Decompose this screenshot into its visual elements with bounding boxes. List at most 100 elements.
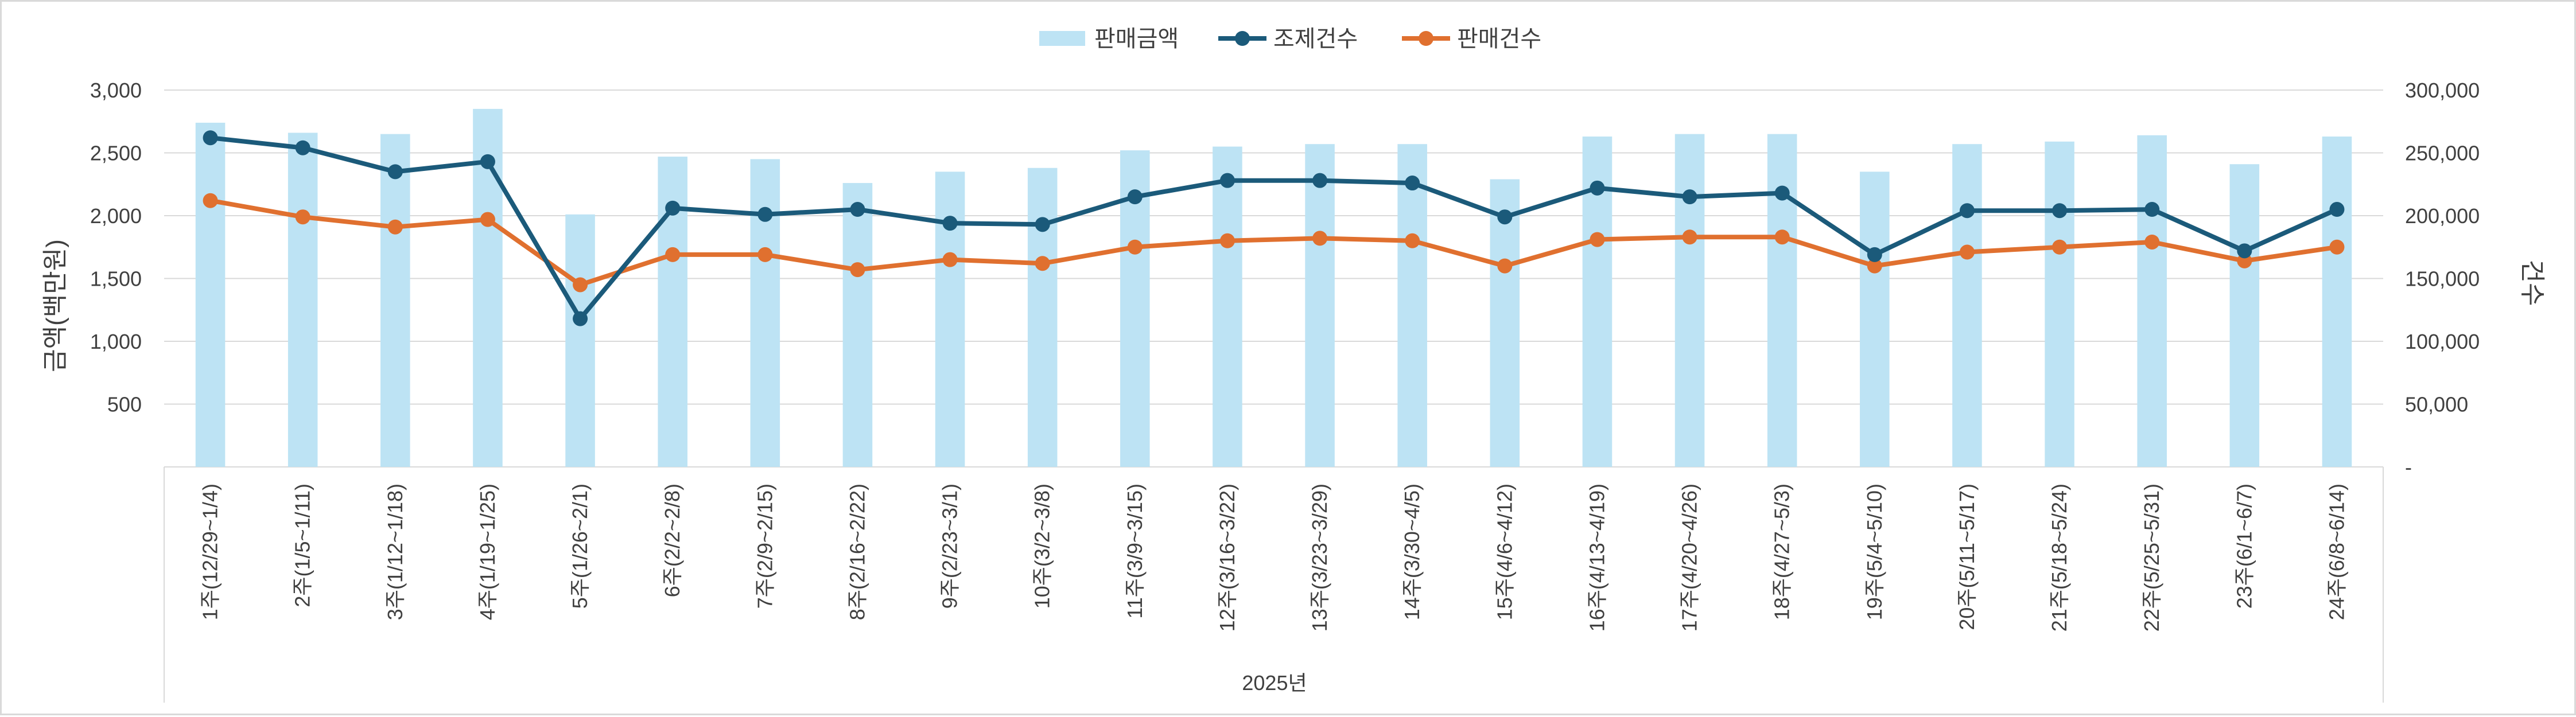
left-tick-label: 1,500 bbox=[90, 267, 142, 291]
legend-item: 조제건수 bbox=[1218, 26, 1358, 52]
data-point bbox=[1682, 189, 1697, 205]
bar bbox=[1674, 134, 1705, 467]
bar bbox=[1952, 144, 1982, 467]
left-tick-label: 2,000 bbox=[90, 204, 142, 228]
category-label: 7주(2/9~2/15) bbox=[753, 484, 776, 609]
legend-marker bbox=[1419, 31, 1433, 46]
bar bbox=[1027, 167, 1058, 467]
data-point bbox=[1867, 258, 1882, 274]
category-label: 2주(1/5~1/11) bbox=[291, 484, 314, 607]
left-axis-title: 금액(백만원) bbox=[41, 239, 69, 372]
category-label: 10주(3/2~3/8) bbox=[1031, 484, 1054, 609]
category-label: 12주(3/16~3/22) bbox=[1215, 484, 1239, 632]
category-label: 19주(5/4~5/10) bbox=[1863, 484, 1886, 620]
data-point bbox=[1682, 229, 1697, 245]
data-point bbox=[1405, 176, 1420, 191]
data-point bbox=[665, 200, 681, 216]
data-point bbox=[203, 130, 218, 146]
data-point bbox=[480, 154, 495, 169]
category-label: 24주(6/8~6/14) bbox=[2325, 484, 2348, 620]
data-point bbox=[2329, 239, 2345, 255]
data-point bbox=[1959, 203, 1975, 219]
group-label: 2025년 bbox=[1242, 671, 1307, 695]
left-axis-ticks: 500 1,000 1,500 2,000 2,500 3,000 bbox=[90, 79, 142, 416]
data-point bbox=[2052, 203, 2068, 219]
data-point bbox=[1219, 233, 1235, 248]
legend-item: 판매건수 bbox=[1402, 26, 1541, 52]
series-line bbox=[210, 135, 2338, 321]
bar bbox=[1397, 144, 1427, 467]
bar-series bbox=[195, 108, 2352, 467]
data-point bbox=[1312, 173, 1328, 188]
bar bbox=[2322, 137, 2352, 467]
data-point bbox=[1219, 173, 1235, 188]
category-label: 5주(1/26~2/1) bbox=[568, 484, 592, 609]
bar bbox=[1767, 134, 1797, 467]
line-series bbox=[203, 130, 2345, 326]
legend-label: 판매금액 bbox=[1094, 26, 1179, 52]
data-point bbox=[2144, 202, 2160, 217]
category-label: 13주(3/23~3/29) bbox=[1308, 484, 1331, 632]
category-label: 1주(12/29~1/4) bbox=[199, 484, 222, 620]
data-point bbox=[1590, 180, 1605, 196]
data-point bbox=[573, 277, 588, 293]
left-tick-label: 2,500 bbox=[90, 142, 142, 165]
data-point bbox=[850, 262, 865, 278]
right-tick-label: 150,000 bbox=[2405, 267, 2480, 291]
data-point bbox=[665, 247, 681, 262]
right-axis-title: 건수 bbox=[2518, 260, 2546, 306]
legend-label: 판매건수 bbox=[1457, 26, 1541, 52]
left-tick-label: 500 bbox=[107, 393, 142, 416]
right-tick-label: 50,000 bbox=[2405, 393, 2468, 416]
data-point bbox=[1959, 244, 1975, 260]
data-point bbox=[203, 193, 218, 208]
data-point bbox=[387, 164, 403, 180]
left-tick-label: 3,000 bbox=[90, 79, 142, 102]
category-label: 23주(6/1~6/7) bbox=[2232, 484, 2256, 609]
right-tick-label: 100,000 bbox=[2405, 330, 2480, 353]
series-line bbox=[209, 198, 2337, 287]
right-tick-label: 200,000 bbox=[2405, 204, 2480, 228]
data-point bbox=[1867, 247, 1882, 262]
data-point bbox=[850, 202, 865, 217]
category-label: 17주(4/20~4/26) bbox=[1678, 484, 1701, 632]
legend-swatch bbox=[1039, 31, 1085, 46]
bar bbox=[2137, 135, 2167, 467]
bar bbox=[1490, 179, 1520, 467]
category-label: 14주(3/30~4/5) bbox=[1400, 484, 1424, 620]
category-label: 15주(4/6~4/12) bbox=[1493, 484, 1516, 620]
data-point bbox=[573, 311, 588, 326]
legend-item: 판매금액 bbox=[1039, 26, 1179, 52]
category-label: 8주(2/16~2/22) bbox=[845, 484, 869, 620]
left-tick-label: 1,000 bbox=[90, 330, 142, 353]
data-point bbox=[1497, 258, 1513, 274]
bar bbox=[2045, 141, 2074, 467]
bar bbox=[842, 183, 873, 467]
data-point bbox=[942, 216, 958, 231]
data-point bbox=[1035, 256, 1050, 271]
right-tick-label: 300,000 bbox=[2405, 79, 2480, 102]
category-label: 11주(3/9~3/15) bbox=[1123, 484, 1147, 619]
data-point bbox=[757, 247, 773, 262]
category-label: 21주(5/18~5/24) bbox=[2047, 484, 2071, 632]
bar bbox=[1860, 172, 1890, 467]
data-point bbox=[1497, 209, 1513, 225]
data-point bbox=[1590, 232, 1605, 247]
category-axis: 1주(12/29~1/4) 2주(1/5~1/11) 3주(1/12~1/18) 4주… bbox=[164, 467, 2384, 703]
category-label: 4주(1/19~1/25) bbox=[476, 484, 499, 620]
data-point bbox=[1774, 185, 1790, 201]
data-point bbox=[1312, 231, 1328, 246]
legend: 판매금액 조제건수 판매건수 bbox=[1039, 26, 1541, 52]
bar bbox=[195, 122, 226, 467]
bar bbox=[565, 214, 595, 467]
bar bbox=[287, 133, 318, 467]
right-tick-label: - bbox=[2405, 455, 2412, 479]
right-tick-label: 250,000 bbox=[2405, 142, 2480, 165]
data-point bbox=[942, 252, 958, 267]
category-label: 3주(1/12~1/18) bbox=[383, 484, 407, 620]
data-point bbox=[387, 219, 403, 235]
category-label: 18주(4/27~5/3) bbox=[1770, 484, 1794, 620]
data-point bbox=[295, 140, 310, 155]
data-point bbox=[2329, 202, 2345, 217]
